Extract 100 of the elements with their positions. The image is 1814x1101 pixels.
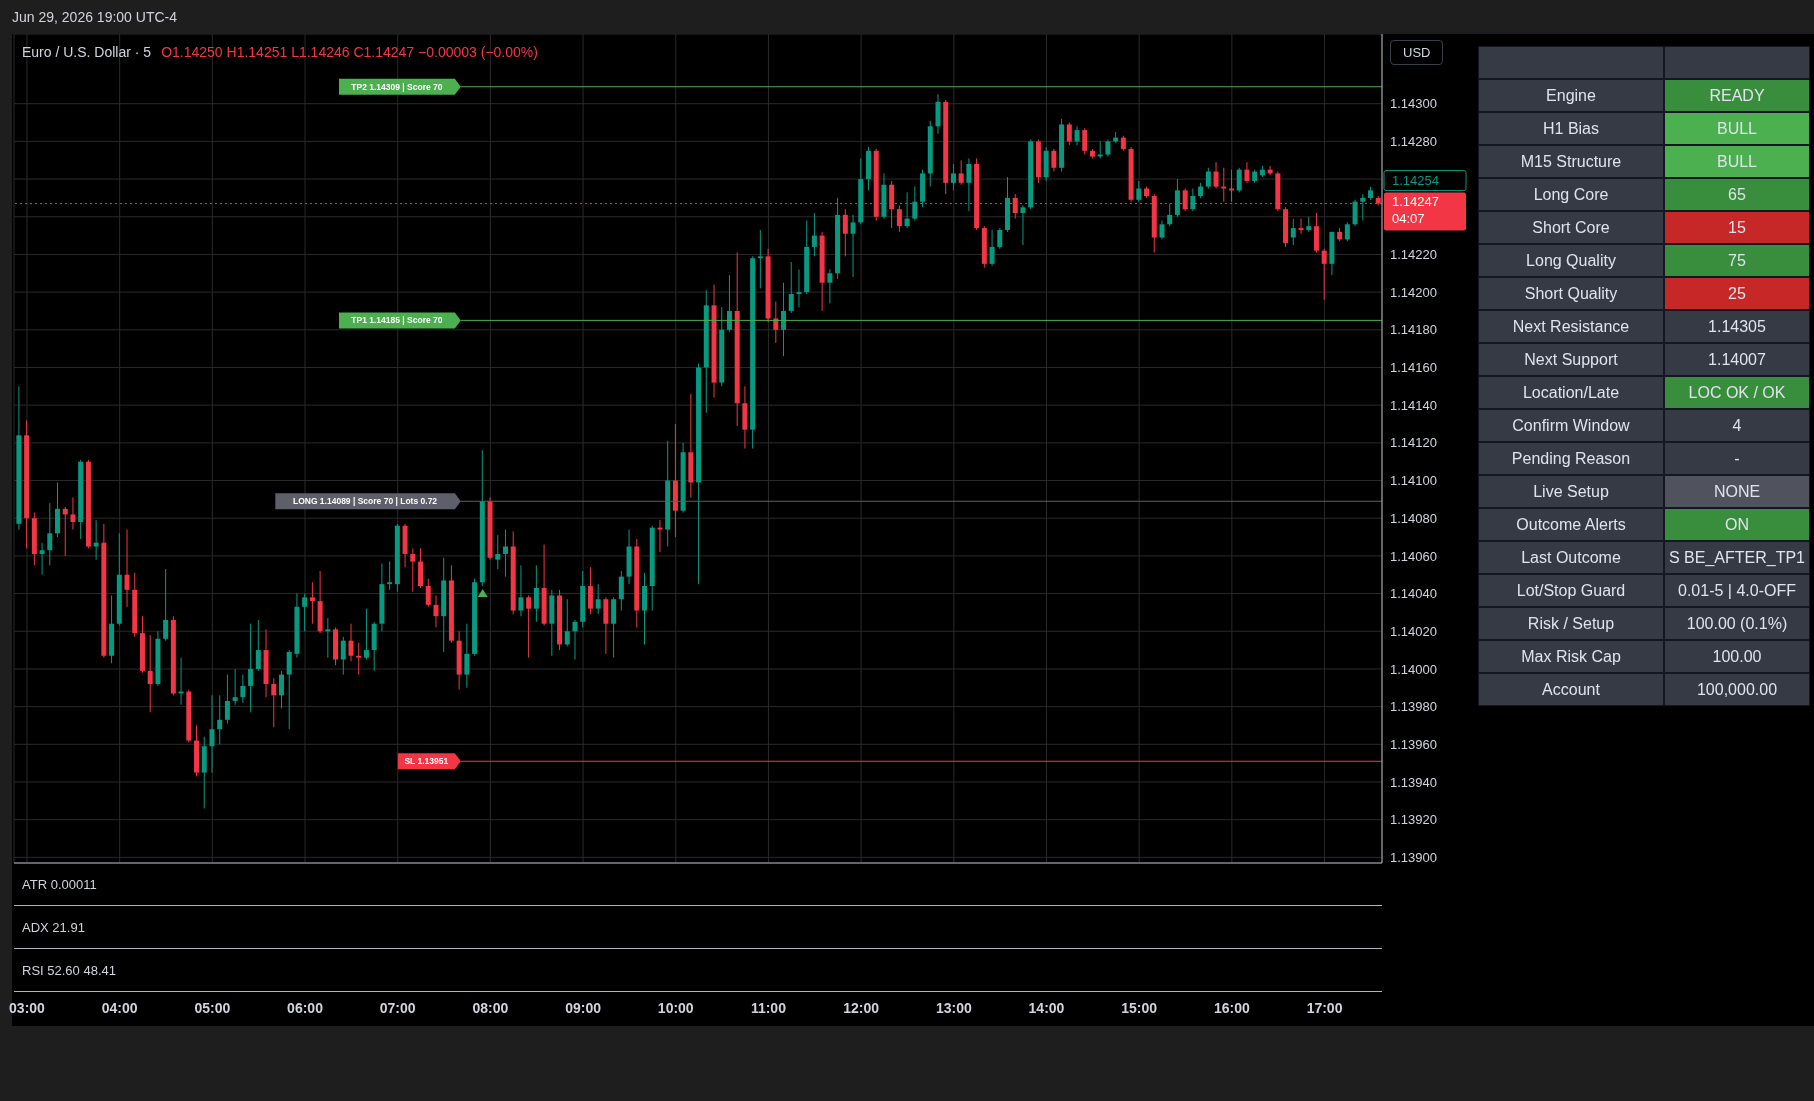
candlestick — [850, 214, 856, 278]
ref-line-label: TP2 1.14309 | Score 70 — [351, 81, 443, 92]
candlestick — [1082, 127, 1088, 156]
candlestick — [495, 534, 501, 570]
x-tick-label: 05:00 — [194, 1000, 231, 1016]
y-axis-title: USD — [1390, 40, 1444, 65]
candlestick — [1205, 167, 1211, 189]
candlestick — [1236, 167, 1242, 193]
candlestick — [70, 496, 76, 531]
candlestick — [271, 677, 277, 728]
text: ATR 0.00011 — [22, 876, 97, 892]
candlestick — [997, 227, 1003, 250]
candlestick — [618, 570, 624, 612]
candlestick — [433, 594, 439, 628]
category-label: BULL — [1664, 112, 1810, 145]
candlestick — [1159, 220, 1165, 240]
y-tick-label: 1.13980 — [1390, 699, 1437, 715]
candlestick — [1321, 248, 1327, 301]
y-tick-label: 1.14000 — [1390, 661, 1437, 677]
category-label: - — [1664, 442, 1810, 475]
candlestick — [286, 649, 292, 730]
category-label: 1.14007 — [1664, 343, 1810, 376]
text: M15 Structure — [1520, 152, 1622, 170]
x-tick-label: 11:00 — [750, 1000, 787, 1016]
text: Location/Late — [1522, 383, 1620, 401]
ref-line-label: LONG 1.14089 | Score 70 | Lots 0.72 — [292, 496, 438, 507]
text: Short Quality — [1524, 284, 1618, 302]
candlestick — [726, 274, 732, 333]
category-label: 25 — [1664, 277, 1810, 310]
y-tick-label: 1.13920 — [1390, 812, 1437, 828]
ref-line-label: 1.14247 04:07 — [1392, 193, 1439, 226]
y-tick-label: 1.14040 — [1390, 586, 1437, 602]
y-tick-label: 1.14200 — [1390, 284, 1437, 300]
candlestick — [1066, 122, 1072, 146]
text: Max Risk Cap — [1521, 647, 1621, 665]
candlestick — [340, 636, 346, 676]
y-tick-label: 1.14220 — [1390, 247, 1437, 263]
y-tick-label: 1.14080 — [1390, 510, 1437, 526]
x-tick-label: 09:00 — [565, 1000, 602, 1016]
category-label: READY — [1664, 79, 1810, 112]
y-tick-label: 1.13960 — [1390, 736, 1437, 752]
category-label: LOC OK / OK — [1664, 376, 1810, 409]
text: Short Core — [1532, 218, 1610, 236]
candlestick — [526, 594, 532, 659]
x-tick-label: 04:00 — [101, 1000, 138, 1016]
y-tick-label: 1.14100 — [1390, 473, 1437, 489]
candlestick — [773, 301, 779, 344]
candlestick — [1290, 218, 1296, 246]
x-tick-label: 17:00 — [1306, 1000, 1343, 1016]
candlestick — [464, 623, 470, 689]
candlestick — [1136, 180, 1142, 203]
x-tick-label: 06:00 — [287, 1000, 324, 1016]
text: Pending Reason — [1511, 449, 1631, 467]
x-tick-label: 08:00 — [472, 1000, 509, 1016]
x-tick-label: 15:00 — [1121, 1000, 1158, 1016]
candlestick — [657, 519, 663, 553]
candlestick — [147, 634, 153, 713]
category-label: NONE — [1664, 475, 1810, 508]
text: Jun 29, 2026 19:00 UTC-4 — [12, 9, 177, 25]
candlestick — [224, 674, 230, 725]
text: Lot/Stop Guard — [1516, 581, 1626, 599]
candlestick — [904, 191, 910, 229]
category-label: BULL — [1664, 145, 1810, 178]
text: Euro / U.S. Dollar · 5 — [22, 44, 152, 60]
candlestick — [348, 623, 354, 662]
y-tick-label: 1.14140 — [1390, 397, 1437, 413]
category-label: 65 — [1664, 178, 1810, 211]
candlestick — [564, 598, 570, 647]
text: ADX 21.91 — [22, 919, 85, 935]
candlestick — [255, 619, 261, 672]
candlestick — [232, 668, 238, 706]
y-tick-label: 1.14300 — [1390, 96, 1437, 112]
candlestick — [163, 568, 169, 642]
y-tick-label: 1.13900 — [1390, 849, 1437, 865]
text: Live Setup — [1533, 482, 1609, 500]
y-tick-label: 1.14020 — [1390, 623, 1437, 639]
candlestick — [39, 542, 45, 576]
text: Risk / Setup — [1527, 614, 1615, 632]
candlestick — [124, 529, 130, 608]
candlestick — [587, 566, 593, 615]
text: Next Resistance — [1512, 317, 1630, 335]
candlestick — [989, 229, 995, 267]
candlestick — [796, 269, 802, 308]
candlestick — [217, 694, 223, 745]
candlestick — [912, 186, 918, 222]
candlestick — [896, 204, 902, 233]
ref-line-label: SL 1.13951 — [404, 756, 449, 767]
category-label: 0.01-5 | 4.0-OFF — [1664, 574, 1810, 607]
candlestick — [811, 212, 817, 257]
x-tick-label: 07:00 — [379, 1000, 416, 1016]
candlestick — [518, 564, 524, 617]
y-tick-label: 1.14120 — [1390, 435, 1437, 451]
candlestick — [209, 694, 215, 774]
candlestick — [1213, 161, 1219, 189]
candlestick — [356, 642, 362, 676]
x-tick-label: 16:00 — [1213, 1000, 1250, 1016]
text: RSI 52.60 48.41 — [22, 962, 116, 978]
candlestick — [248, 623, 254, 713]
candlestick — [966, 157, 972, 212]
candlestick — [595, 583, 601, 615]
